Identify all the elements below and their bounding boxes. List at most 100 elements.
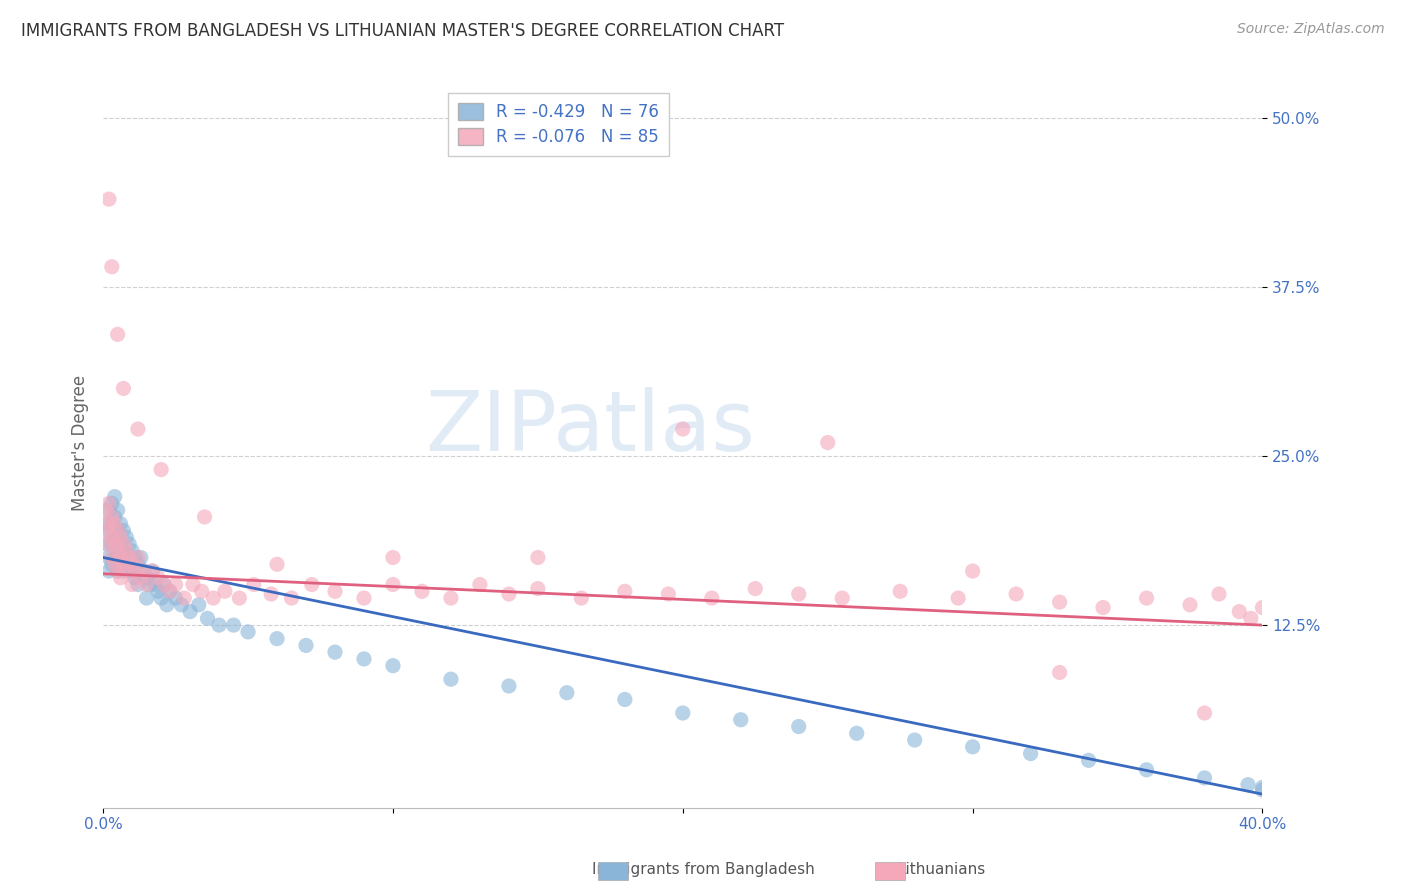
Point xyxy=(962,564,984,578)
Point xyxy=(148,571,170,585)
Text: Source: ZipAtlas.com: Source: ZipAtlas.com xyxy=(1237,22,1385,37)
Point xyxy=(118,558,141,572)
Point xyxy=(104,516,127,531)
Point xyxy=(94,537,117,551)
Point xyxy=(127,558,149,572)
Point xyxy=(112,524,135,538)
Point xyxy=(1194,771,1216,785)
Point xyxy=(107,524,129,538)
Point xyxy=(787,720,810,734)
Point xyxy=(107,327,129,342)
Point xyxy=(94,524,117,538)
Point xyxy=(1019,747,1042,761)
Point xyxy=(173,591,195,605)
Point xyxy=(124,571,146,585)
Point xyxy=(672,706,695,720)
Point xyxy=(1178,598,1201,612)
Point xyxy=(115,564,138,578)
Point xyxy=(101,510,124,524)
Y-axis label: Master's Degree: Master's Degree xyxy=(72,375,89,510)
Point xyxy=(468,577,491,591)
Point xyxy=(118,537,141,551)
Point xyxy=(141,564,163,578)
Point xyxy=(124,550,146,565)
Point xyxy=(197,611,219,625)
Point xyxy=(411,584,433,599)
Point xyxy=(104,558,127,572)
Point xyxy=(107,503,129,517)
Point xyxy=(817,435,839,450)
Point xyxy=(889,584,911,599)
Point xyxy=(97,524,120,538)
Point xyxy=(132,564,155,578)
Point xyxy=(744,582,766,596)
Point xyxy=(1049,665,1071,680)
Point xyxy=(143,577,166,591)
Point xyxy=(527,582,550,596)
Point xyxy=(208,618,231,632)
Point xyxy=(165,591,187,605)
Point xyxy=(353,652,375,666)
Point xyxy=(150,591,173,605)
Point xyxy=(222,618,245,632)
Point xyxy=(193,510,215,524)
Point xyxy=(97,550,120,565)
Point xyxy=(1005,587,1028,601)
Point xyxy=(498,679,520,693)
Point xyxy=(214,584,236,599)
Point xyxy=(115,543,138,558)
Point xyxy=(170,598,193,612)
Point xyxy=(153,577,176,591)
Point xyxy=(104,550,127,565)
Point xyxy=(101,550,124,565)
Point xyxy=(228,591,250,605)
Point xyxy=(153,577,176,591)
Point xyxy=(104,510,127,524)
Point xyxy=(121,543,143,558)
Point xyxy=(101,496,124,510)
Point xyxy=(1194,706,1216,720)
Point xyxy=(527,550,550,565)
Point xyxy=(121,577,143,591)
Point xyxy=(97,516,120,531)
Point xyxy=(353,591,375,605)
Point xyxy=(121,564,143,578)
Point xyxy=(260,587,283,601)
Point xyxy=(94,516,117,531)
Point xyxy=(243,577,266,591)
Point xyxy=(97,192,120,206)
Text: Lithuanians: Lithuanians xyxy=(898,863,986,877)
Point xyxy=(381,658,404,673)
Point xyxy=(127,550,149,565)
Point xyxy=(107,524,129,538)
Point xyxy=(962,739,984,754)
Point xyxy=(266,558,288,572)
Point xyxy=(112,564,135,578)
Point xyxy=(1135,591,1157,605)
Point xyxy=(187,598,209,612)
Point xyxy=(97,564,120,578)
Point xyxy=(101,558,124,572)
Point xyxy=(266,632,288,646)
Legend: R = -0.429   N = 76, R = -0.076   N = 85: R = -0.429 N = 76, R = -0.076 N = 85 xyxy=(447,93,669,156)
Point xyxy=(135,577,157,591)
Point xyxy=(181,577,204,591)
Point xyxy=(121,558,143,572)
Point xyxy=(97,496,120,510)
Point xyxy=(569,591,592,605)
Point xyxy=(202,591,225,605)
Point xyxy=(1208,587,1230,601)
Point xyxy=(110,537,132,551)
Point xyxy=(135,571,157,585)
Point xyxy=(97,537,120,551)
Point xyxy=(104,530,127,544)
Point xyxy=(295,639,318,653)
Point xyxy=(104,490,127,504)
Point xyxy=(831,591,853,605)
Point xyxy=(498,587,520,601)
Point xyxy=(159,584,181,599)
Point xyxy=(1077,753,1099,767)
Point xyxy=(236,624,259,639)
Point xyxy=(845,726,868,740)
Point xyxy=(118,550,141,565)
